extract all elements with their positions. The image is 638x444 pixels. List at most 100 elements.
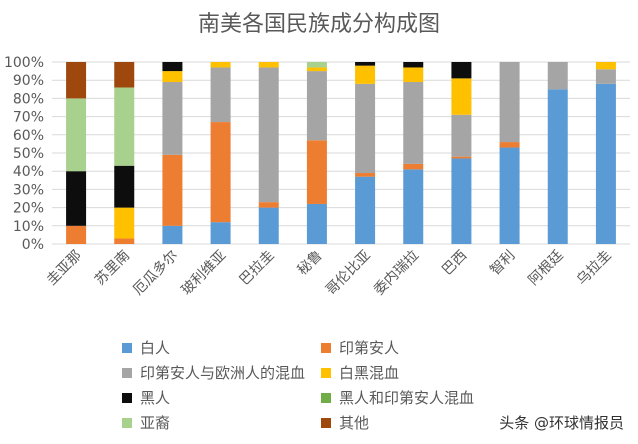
bar-segment: [451, 156, 472, 159]
x-tick-label: 巴西: [439, 248, 470, 279]
watermark: 头条 @环球情报员: [499, 414, 624, 432]
bar-segment: [451, 62, 472, 79]
x-tick-label: 巴拉圭: [237, 248, 278, 289]
bar-segment: [451, 158, 472, 244]
bar-segment: [162, 225, 183, 244]
bar-segment: [355, 62, 376, 66]
y-tick-label: 20%: [13, 201, 44, 217]
legend-swatch: [321, 392, 331, 403]
bar-segment: [595, 69, 616, 84]
x-tick-label: 厄瓜多尔: [130, 247, 182, 299]
y-tick-label: 40%: [13, 164, 44, 180]
legend-swatch: [122, 392, 132, 403]
legend-item: 其他: [321, 412, 369, 433]
bar-segment: [355, 83, 376, 174]
x-tick-label: 委内瑞拉: [371, 248, 422, 299]
bar-segment: [114, 165, 135, 208]
legend-label: 其他: [339, 414, 370, 432]
bar-segment: [499, 142, 520, 148]
y-tick-label: 90%: [13, 73, 44, 89]
legend-item: 白黑混血: [321, 362, 399, 383]
bar-segment: [210, 62, 231, 68]
legend-label: 印第安人与欧洲人的混血: [140, 364, 306, 382]
y-tick-label: 10%: [13, 219, 44, 235]
bar-segment: [114, 238, 135, 244]
y-tick-label: 50%: [13, 146, 44, 162]
bar-segment: [66, 98, 87, 172]
legend-label: 白人: [140, 339, 171, 357]
bar-segment: [451, 114, 472, 157]
bar-segment: [162, 82, 183, 155]
y-tick-label: 70%: [13, 110, 44, 126]
bar-segment: [66, 62, 87, 99]
y-tick-label: 100%: [4, 55, 44, 71]
bar-segment: [403, 67, 424, 83]
x-tick-label: 苏里南: [92, 248, 133, 289]
bar-segment: [210, 222, 231, 244]
legend-swatch: [122, 417, 132, 428]
y-tick-label: 60%: [13, 128, 44, 144]
chart-title: 南美各国民族成分构成图: [197, 12, 440, 37]
legend-label: 黑人和印第安人混血: [339, 389, 475, 407]
bar-segment: [162, 62, 183, 72]
legend-item: 印第安人与欧洲人的混血: [122, 362, 305, 383]
bar-segment: [210, 122, 231, 223]
legend-item: 亚裔: [122, 412, 170, 433]
bar-segment: [306, 71, 327, 141]
x-tick-label: 哥伦比亚: [323, 248, 374, 299]
bar-segment: [114, 62, 135, 88]
bar-segment: [403, 82, 424, 164]
legend-label: 黑人: [140, 389, 171, 407]
bar-segment: [499, 147, 520, 244]
bar-segment: [114, 207, 135, 239]
x-tick-label: 玻利维亚: [179, 248, 230, 299]
bar-segment: [306, 140, 327, 204]
bar-segment: [595, 83, 616, 244]
bar-segment: [258, 207, 279, 244]
legend-label: 亚裔: [140, 414, 171, 432]
x-tick-label: 阿根廷: [526, 248, 567, 289]
bar-segment: [114, 87, 135, 166]
bar-segment: [403, 62, 424, 68]
bar-segment: [355, 176, 376, 244]
bar-segment: [258, 67, 279, 203]
bar-segment: [258, 62, 279, 68]
legend-item: 印第安人: [321, 337, 399, 358]
bar-segment: [547, 89, 568, 244]
bar-segment: [403, 163, 424, 170]
y-tick-label: 0%: [22, 237, 44, 253]
bar-segment: [306, 62, 327, 68]
x-tick-label: 智利: [487, 248, 518, 279]
bar-segment: [355, 65, 376, 84]
bar-segment: [595, 62, 616, 70]
bar-segment: [210, 67, 231, 123]
y-tick-label: 30%: [13, 182, 44, 198]
bar-segment: [306, 203, 327, 244]
bar-segment: [355, 173, 376, 177]
legend-item: 黑人: [122, 387, 170, 408]
bar-segment: [403, 169, 424, 244]
bar-segment: [499, 62, 520, 143]
bar-segment: [66, 225, 87, 244]
legend-swatch: [321, 367, 331, 378]
legend-label: 白黑混血: [339, 364, 400, 382]
legend-swatch: [321, 417, 331, 428]
bar-segment: [162, 71, 183, 83]
y-tick-label: 80%: [13, 91, 44, 107]
legend-item: 白人: [122, 337, 170, 358]
plot-area: 0% 10% 20% 30% 40% 50% 60% 70% 80% 90% 100% 圭亚那 苏里南厄…: [4, 55, 630, 299]
legend-item: 黑人和印第安人混血: [321, 387, 474, 408]
legend-swatch: [122, 367, 132, 378]
bar-segment: [306, 67, 327, 72]
bar-segment: [451, 78, 472, 115]
legend-label: 印第安人: [339, 339, 400, 357]
legend-swatch: [321, 342, 331, 353]
bar-segment: [258, 202, 279, 208]
x-tick-label: 圭亚那: [44, 248, 85, 289]
bar-segment: [162, 154, 183, 226]
bar-segment: [66, 171, 87, 226]
x-tick-label: 乌拉圭: [574, 248, 615, 289]
bar-segment: [547, 62, 568, 90]
x-tick-label: 秘鲁: [295, 248, 326, 279]
